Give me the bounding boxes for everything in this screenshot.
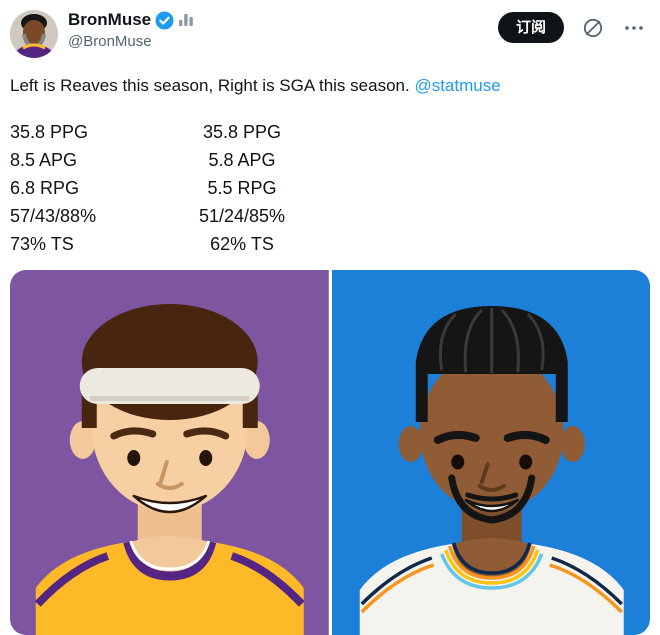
- more-menu-button[interactable]: [622, 16, 646, 40]
- header-actions: 订阅: [497, 10, 646, 43]
- stat-line: 5.5 RPG: [207, 178, 277, 198]
- stat-line: 51/24/85%: [198, 206, 286, 226]
- tweet-text: Left is Reaves this season, Right is SGA…: [0, 74, 660, 98]
- display-name[interactable]: BronMuse: [68, 10, 152, 29]
- avatar[interactable]: [10, 10, 58, 58]
- stat-line: 35.8 PPG: [202, 122, 282, 142]
- stat-line: 57/43/88%: [10, 206, 97, 226]
- subscribe-button[interactable]: 订阅: [497, 12, 564, 43]
- avatar-cartoon-icon: [10, 10, 58, 58]
- media-panel-sga[interactable]: [331, 270, 650, 635]
- stat-line: 73% TS: [10, 234, 74, 254]
- tweet-text-main: Left is Reaves this season, Right is SGA…: [10, 76, 415, 95]
- tweet-header: BronMuse @BronMuse 订阅: [0, 0, 660, 58]
- stat-line: 6.8 RPG: [10, 178, 80, 198]
- analytics-chart-icon: [179, 14, 193, 26]
- slashed-circle-icon: [583, 18, 603, 37]
- stats-column-reaves: 35.8 PPG 8.5 APG 6.8 RPG 57/43/88% 73% T…: [10, 118, 168, 258]
- identity-block: BronMuse @BronMuse: [68, 10, 498, 50]
- verified-badge-icon: [155, 11, 174, 29]
- stat-line: 62% TS: [210, 234, 274, 254]
- stat-line: 35.8 PPG: [10, 122, 89, 142]
- name-row: BronMuse: [68, 10, 498, 30]
- stats-column-sga: 35.8 PPG 5.8 APG 5.5 RPG 51/24/85% 62% T…: [168, 118, 316, 258]
- reaves-cartoon-image: [10, 270, 329, 635]
- user-handle[interactable]: @BronMuse: [68, 33, 152, 50]
- stat-line: 5.8 APG: [208, 150, 276, 170]
- media-panel-reaves[interactable]: [10, 270, 329, 635]
- sga-cartoon-image: [331, 270, 650, 635]
- tweet-media: [10, 270, 650, 635]
- stat-line: 8.5 APG: [10, 150, 78, 170]
- grok-actions-button[interactable]: [580, 15, 606, 41]
- mention-link-statmuse[interactable]: @statmuse: [414, 76, 501, 95]
- ellipsis-icon: [625, 25, 643, 30]
- stats-block: 35.8 PPG 8.5 APG 6.8 RPG 57/43/88% 73% T…: [0, 118, 660, 258]
